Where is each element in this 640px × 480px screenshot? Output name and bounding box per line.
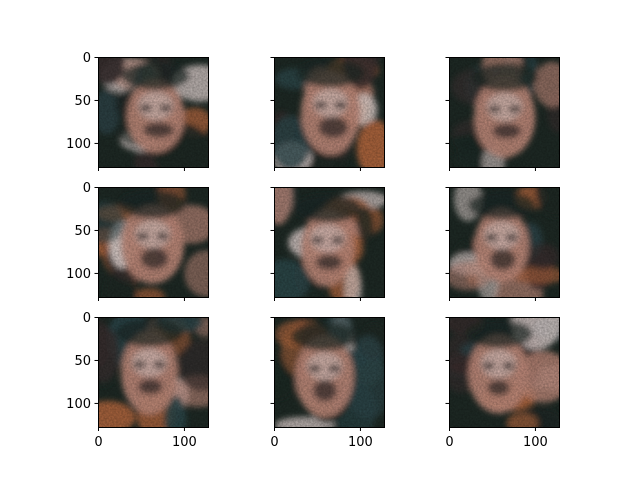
generated-face-image bbox=[274, 187, 384, 297]
panel-r2-c1: 0 100 bbox=[270, 317, 385, 450]
generated-face-image bbox=[449, 317, 559, 427]
panel-r1-c1 bbox=[270, 187, 385, 301]
axes-frame bbox=[449, 57, 560, 168]
generated-face-image bbox=[98, 317, 208, 427]
panel-r2-c2: 0 100 bbox=[445, 317, 560, 450]
x-tick-label: 100 bbox=[523, 435, 548, 450]
x-tick-label: 0 bbox=[94, 435, 102, 450]
panel-r0-c2 bbox=[445, 57, 560, 171]
y-tick-label: 0 bbox=[83, 311, 91, 326]
y-tick-label: 100 bbox=[66, 267, 91, 282]
y-tick-label: 50 bbox=[74, 94, 91, 109]
generated-face-image bbox=[274, 317, 384, 427]
y-tick-label: 50 bbox=[74, 224, 91, 239]
axes-frame bbox=[449, 317, 560, 428]
y-tick-label: 50 bbox=[74, 354, 91, 369]
x-tick-label: 100 bbox=[172, 435, 197, 450]
axes-frame bbox=[274, 187, 385, 298]
generated-face-image bbox=[274, 57, 384, 167]
panel-r2-c0: 0 50 100 0 100 bbox=[66, 311, 209, 450]
panel-r0-c0: 0 50 100 bbox=[66, 51, 209, 171]
y-tick-label: 100 bbox=[66, 137, 91, 152]
generated-face-image bbox=[449, 187, 559, 297]
x-tick-label: 100 bbox=[348, 435, 373, 450]
y-tick-label: 0 bbox=[83, 51, 91, 66]
x-tick-label: 0 bbox=[445, 435, 453, 450]
panel-r0-c1 bbox=[270, 57, 385, 171]
x-tick-label: 0 bbox=[270, 435, 278, 450]
axes-frame bbox=[98, 57, 209, 168]
generated-face-image bbox=[449, 57, 559, 167]
axes-frame bbox=[449, 187, 560, 298]
axes-frame bbox=[98, 187, 209, 298]
generated-face-image bbox=[98, 57, 208, 167]
y-tick-label: 0 bbox=[83, 181, 91, 196]
panel-r1-c2 bbox=[445, 187, 560, 301]
y-tick-label: 100 bbox=[66, 397, 91, 412]
generated-face-image bbox=[98, 187, 208, 297]
axes-frame bbox=[274, 317, 385, 428]
axes-frame bbox=[274, 57, 385, 168]
axes-frame bbox=[98, 317, 209, 428]
panel-r1-c0: 0 50 100 bbox=[66, 181, 209, 301]
